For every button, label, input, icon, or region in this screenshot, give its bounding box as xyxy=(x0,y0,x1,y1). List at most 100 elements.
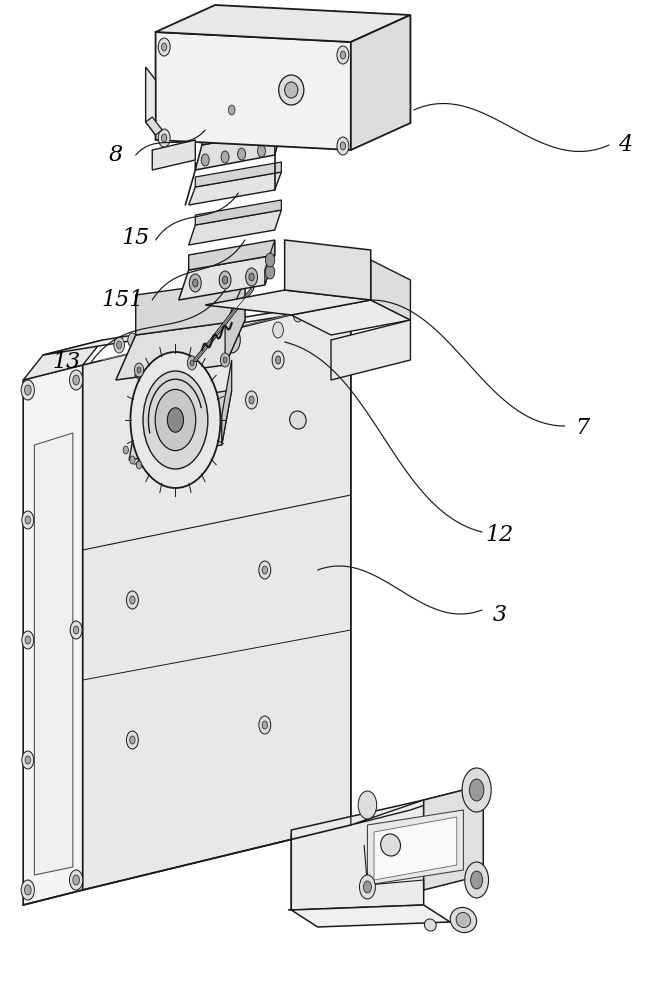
Circle shape xyxy=(262,566,267,574)
Polygon shape xyxy=(275,118,281,155)
Polygon shape xyxy=(371,260,410,320)
Polygon shape xyxy=(205,290,371,315)
Circle shape xyxy=(228,105,235,115)
Circle shape xyxy=(128,333,137,347)
Polygon shape xyxy=(222,360,232,445)
Polygon shape xyxy=(351,815,424,905)
Circle shape xyxy=(22,751,34,769)
Circle shape xyxy=(130,596,135,604)
Ellipse shape xyxy=(450,907,477,933)
Circle shape xyxy=(187,356,197,370)
Text: 7: 7 xyxy=(575,417,590,439)
Polygon shape xyxy=(195,162,281,187)
Circle shape xyxy=(249,396,254,404)
Circle shape xyxy=(25,636,30,644)
Circle shape xyxy=(24,885,31,895)
Polygon shape xyxy=(152,140,195,170)
Circle shape xyxy=(337,137,349,155)
Polygon shape xyxy=(156,32,351,150)
Circle shape xyxy=(201,154,209,166)
Polygon shape xyxy=(225,280,245,365)
Circle shape xyxy=(130,456,135,464)
Circle shape xyxy=(196,386,201,394)
Circle shape xyxy=(166,411,178,429)
Circle shape xyxy=(70,621,82,639)
Circle shape xyxy=(259,716,271,734)
Ellipse shape xyxy=(279,75,304,105)
Circle shape xyxy=(190,360,194,366)
Polygon shape xyxy=(367,810,463,885)
Circle shape xyxy=(73,626,79,634)
Circle shape xyxy=(333,303,342,317)
Polygon shape xyxy=(83,300,351,890)
Polygon shape xyxy=(23,340,103,380)
Ellipse shape xyxy=(290,411,306,429)
Polygon shape xyxy=(146,67,156,135)
Polygon shape xyxy=(288,890,424,910)
Circle shape xyxy=(262,721,267,729)
Polygon shape xyxy=(116,320,245,380)
Circle shape xyxy=(136,461,142,469)
Circle shape xyxy=(22,631,34,649)
Circle shape xyxy=(25,756,30,764)
Polygon shape xyxy=(34,433,73,875)
Circle shape xyxy=(220,353,230,367)
Text: 151: 151 xyxy=(101,289,144,311)
Polygon shape xyxy=(202,118,281,145)
Text: 15: 15 xyxy=(122,227,150,249)
Circle shape xyxy=(293,308,303,322)
Circle shape xyxy=(363,881,371,893)
Circle shape xyxy=(126,731,138,749)
Circle shape xyxy=(145,331,153,343)
Polygon shape xyxy=(179,255,275,300)
Circle shape xyxy=(465,862,489,898)
Text: 12: 12 xyxy=(486,524,514,546)
Circle shape xyxy=(70,870,83,890)
Polygon shape xyxy=(156,5,410,42)
Circle shape xyxy=(130,736,135,744)
Circle shape xyxy=(246,268,258,286)
Circle shape xyxy=(219,271,231,289)
Circle shape xyxy=(21,880,34,900)
Polygon shape xyxy=(195,130,281,170)
Text: 3: 3 xyxy=(493,604,507,626)
Circle shape xyxy=(258,145,265,157)
Circle shape xyxy=(73,375,79,385)
Ellipse shape xyxy=(424,919,436,931)
Circle shape xyxy=(117,341,122,349)
Ellipse shape xyxy=(381,834,401,856)
Circle shape xyxy=(265,265,275,279)
Polygon shape xyxy=(374,817,457,880)
Polygon shape xyxy=(351,785,483,825)
Circle shape xyxy=(273,322,283,338)
Polygon shape xyxy=(129,390,232,460)
Circle shape xyxy=(359,875,375,899)
Text: 13: 13 xyxy=(52,351,80,373)
Circle shape xyxy=(167,408,183,432)
Circle shape xyxy=(21,380,34,400)
Circle shape xyxy=(123,446,128,454)
Polygon shape xyxy=(291,300,410,335)
Polygon shape xyxy=(189,240,275,270)
Circle shape xyxy=(158,129,170,147)
Circle shape xyxy=(340,51,346,59)
Polygon shape xyxy=(43,300,351,355)
Polygon shape xyxy=(23,365,83,905)
Circle shape xyxy=(155,389,196,451)
Circle shape xyxy=(134,363,144,377)
Circle shape xyxy=(223,327,240,353)
Circle shape xyxy=(169,416,175,424)
Polygon shape xyxy=(189,172,281,205)
Ellipse shape xyxy=(285,82,298,98)
Text: 8: 8 xyxy=(109,144,123,166)
Polygon shape xyxy=(291,830,351,910)
Circle shape xyxy=(158,38,170,56)
Circle shape xyxy=(22,511,34,529)
Polygon shape xyxy=(189,210,281,245)
Text: 4: 4 xyxy=(618,134,633,156)
Circle shape xyxy=(73,875,79,885)
Circle shape xyxy=(238,148,246,160)
Circle shape xyxy=(25,516,30,524)
Circle shape xyxy=(193,279,198,287)
Circle shape xyxy=(358,791,377,819)
